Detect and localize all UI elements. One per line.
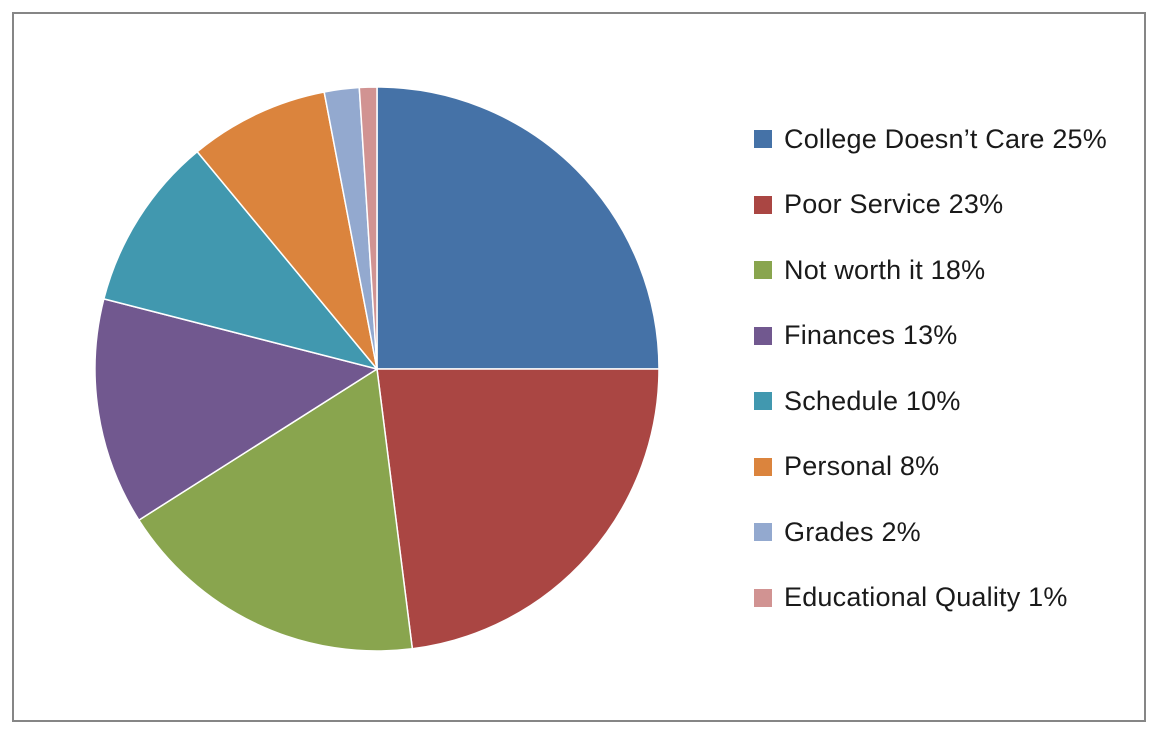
legend-swatch <box>754 392 772 410</box>
legend-item: Poor Service 23% <box>754 188 1003 222</box>
pie-slice-3 <box>94 298 378 521</box>
legend-swatch <box>754 261 772 279</box>
pie-slice-4 <box>103 150 378 370</box>
pie-slice-5 <box>196 91 378 370</box>
legend-label: Not worth it 18% <box>784 254 986 285</box>
legend-item: Grades 2% <box>754 515 921 549</box>
pie-slice-2 <box>138 368 414 652</box>
legend-label: Personal 8% <box>784 451 940 481</box>
legend-swatch <box>754 588 772 607</box>
legend-item: Not worth it 18% <box>754 253 985 287</box>
pie-slice-0 <box>376 86 660 370</box>
pie-slice-1 <box>376 368 660 650</box>
legend-swatch <box>754 457 772 476</box>
legend-swatch <box>754 195 772 214</box>
legend-swatch <box>754 523 772 541</box>
legend-label: Finances 13% <box>784 320 958 350</box>
legend-item: Schedule 10% <box>754 384 961 418</box>
pie-chart <box>94 86 660 652</box>
legend-item: College Doesn’t Care 25% <box>754 122 1107 156</box>
legend-label: Educational Quality 1% <box>784 582 1068 612</box>
legend-label: Grades 2% <box>784 516 921 547</box>
legend-label: Poor Service 23% <box>784 189 1004 219</box>
legend-swatch <box>754 130 772 148</box>
legend-swatch <box>754 326 772 345</box>
legend-item: Finances 13% <box>754 319 958 353</box>
pie-slice-7 <box>358 86 378 370</box>
legend-item: Personal 8% <box>754 450 939 484</box>
legend-label: College Doesn’t Care 25% <box>784 123 1107 154</box>
legend-item: Educational Quality 1% <box>754 581 1068 615</box>
legend-label: Schedule 10% <box>784 385 961 416</box>
chart-frame: College Doesn’t Care 25% Poor Service 23%… <box>12 12 1146 722</box>
